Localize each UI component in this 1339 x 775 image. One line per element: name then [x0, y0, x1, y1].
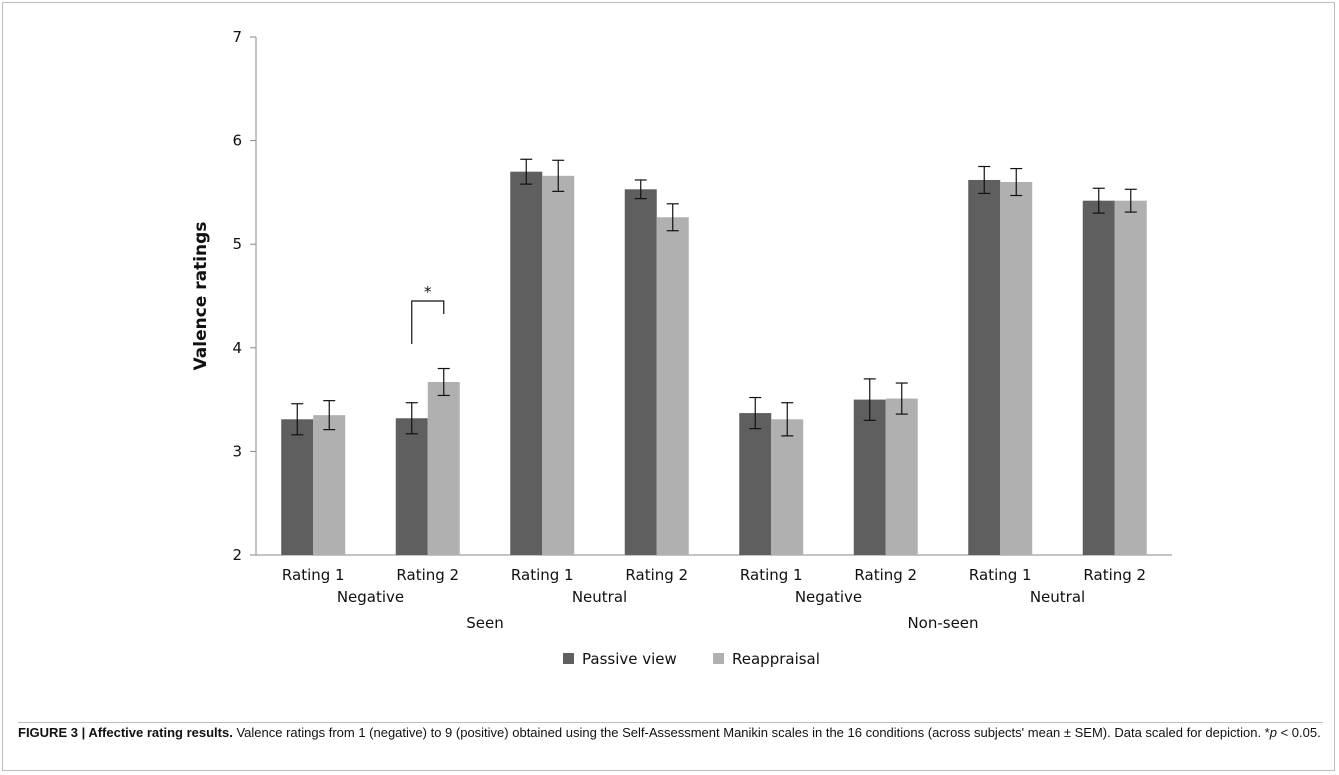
group-label: Negative: [337, 588, 404, 606]
bar: [853, 399, 886, 555]
supergroup-labels: Seen Non-seen: [466, 614, 978, 632]
bar: [771, 419, 804, 555]
group-label: Negative: [795, 588, 862, 606]
y-axis-title: Valence ratings: [191, 222, 211, 371]
caption-figure-label: FIGURE 3 |: [18, 725, 89, 740]
y-ticks: 2 3 4 5 6 7: [232, 28, 256, 564]
category-labels: Rating 1 Rating 2 Rating 1 Rating 2 Rating 1…: [282, 566, 1146, 584]
bar: [395, 418, 428, 555]
legend-label: Passive view: [582, 650, 677, 668]
y-tick-label: 4: [232, 339, 242, 357]
group-label: Neutral: [572, 588, 627, 606]
caption-text: Valence ratings from 1 (negative) to 9 (…: [232, 725, 1270, 740]
bar: [885, 398, 918, 555]
bar: [739, 413, 772, 555]
bar: [1114, 200, 1147, 556]
chart-axes: [255, 37, 1172, 556]
bar: [281, 419, 314, 555]
bar: [542, 175, 575, 555]
bar: [510, 171, 543, 555]
caption-p-symbol: p: [1269, 725, 1277, 740]
error-bars: [291, 158, 1137, 437]
y-tick-label: 5: [232, 235, 242, 253]
category-label: Rating 1: [740, 566, 803, 584]
category-label: Rating 2: [854, 566, 917, 584]
bars: [281, 171, 1147, 556]
bar: [1000, 182, 1033, 556]
category-label: Rating 1: [282, 566, 345, 584]
supergroup-label: Seen: [466, 614, 504, 632]
y-tick-label: 6: [232, 132, 242, 150]
legend: Passive view Reappraisal: [563, 650, 820, 668]
category-label: Rating 2: [625, 566, 688, 584]
group-labels: Negative Neutral Negative Neutral: [337, 588, 1085, 606]
bar: [968, 179, 1001, 555]
legend-swatch: [563, 653, 574, 664]
significance-bracket: [411, 300, 445, 344]
bar: [656, 217, 689, 555]
bar: [624, 189, 657, 556]
category-label: Rating 2: [1083, 566, 1146, 584]
supergroup-label: Non-seen: [907, 614, 978, 632]
caption-text-end: < 0.05.: [1276, 725, 1321, 740]
group-label: Neutral: [1030, 588, 1085, 606]
significance-star: *: [424, 283, 432, 301]
bar: [1082, 200, 1115, 556]
bar: [313, 415, 346, 555]
caption-title: Affective rating results.: [88, 725, 233, 740]
category-label: Rating 1: [511, 566, 574, 584]
y-tick-label: 3: [232, 442, 242, 460]
y-tick-label: 2: [232, 546, 242, 564]
legend-label: Reappraisal: [732, 650, 820, 668]
bar: [427, 381, 460, 555]
figure-caption: FIGURE 3 | Affective rating results. Val…: [18, 722, 1323, 743]
category-label: Rating 2: [396, 566, 459, 584]
significance-annotation: *: [411, 283, 445, 344]
category-label: Rating 1: [969, 566, 1032, 584]
y-tick-label: 7: [232, 28, 242, 46]
legend-swatch: [713, 653, 724, 664]
